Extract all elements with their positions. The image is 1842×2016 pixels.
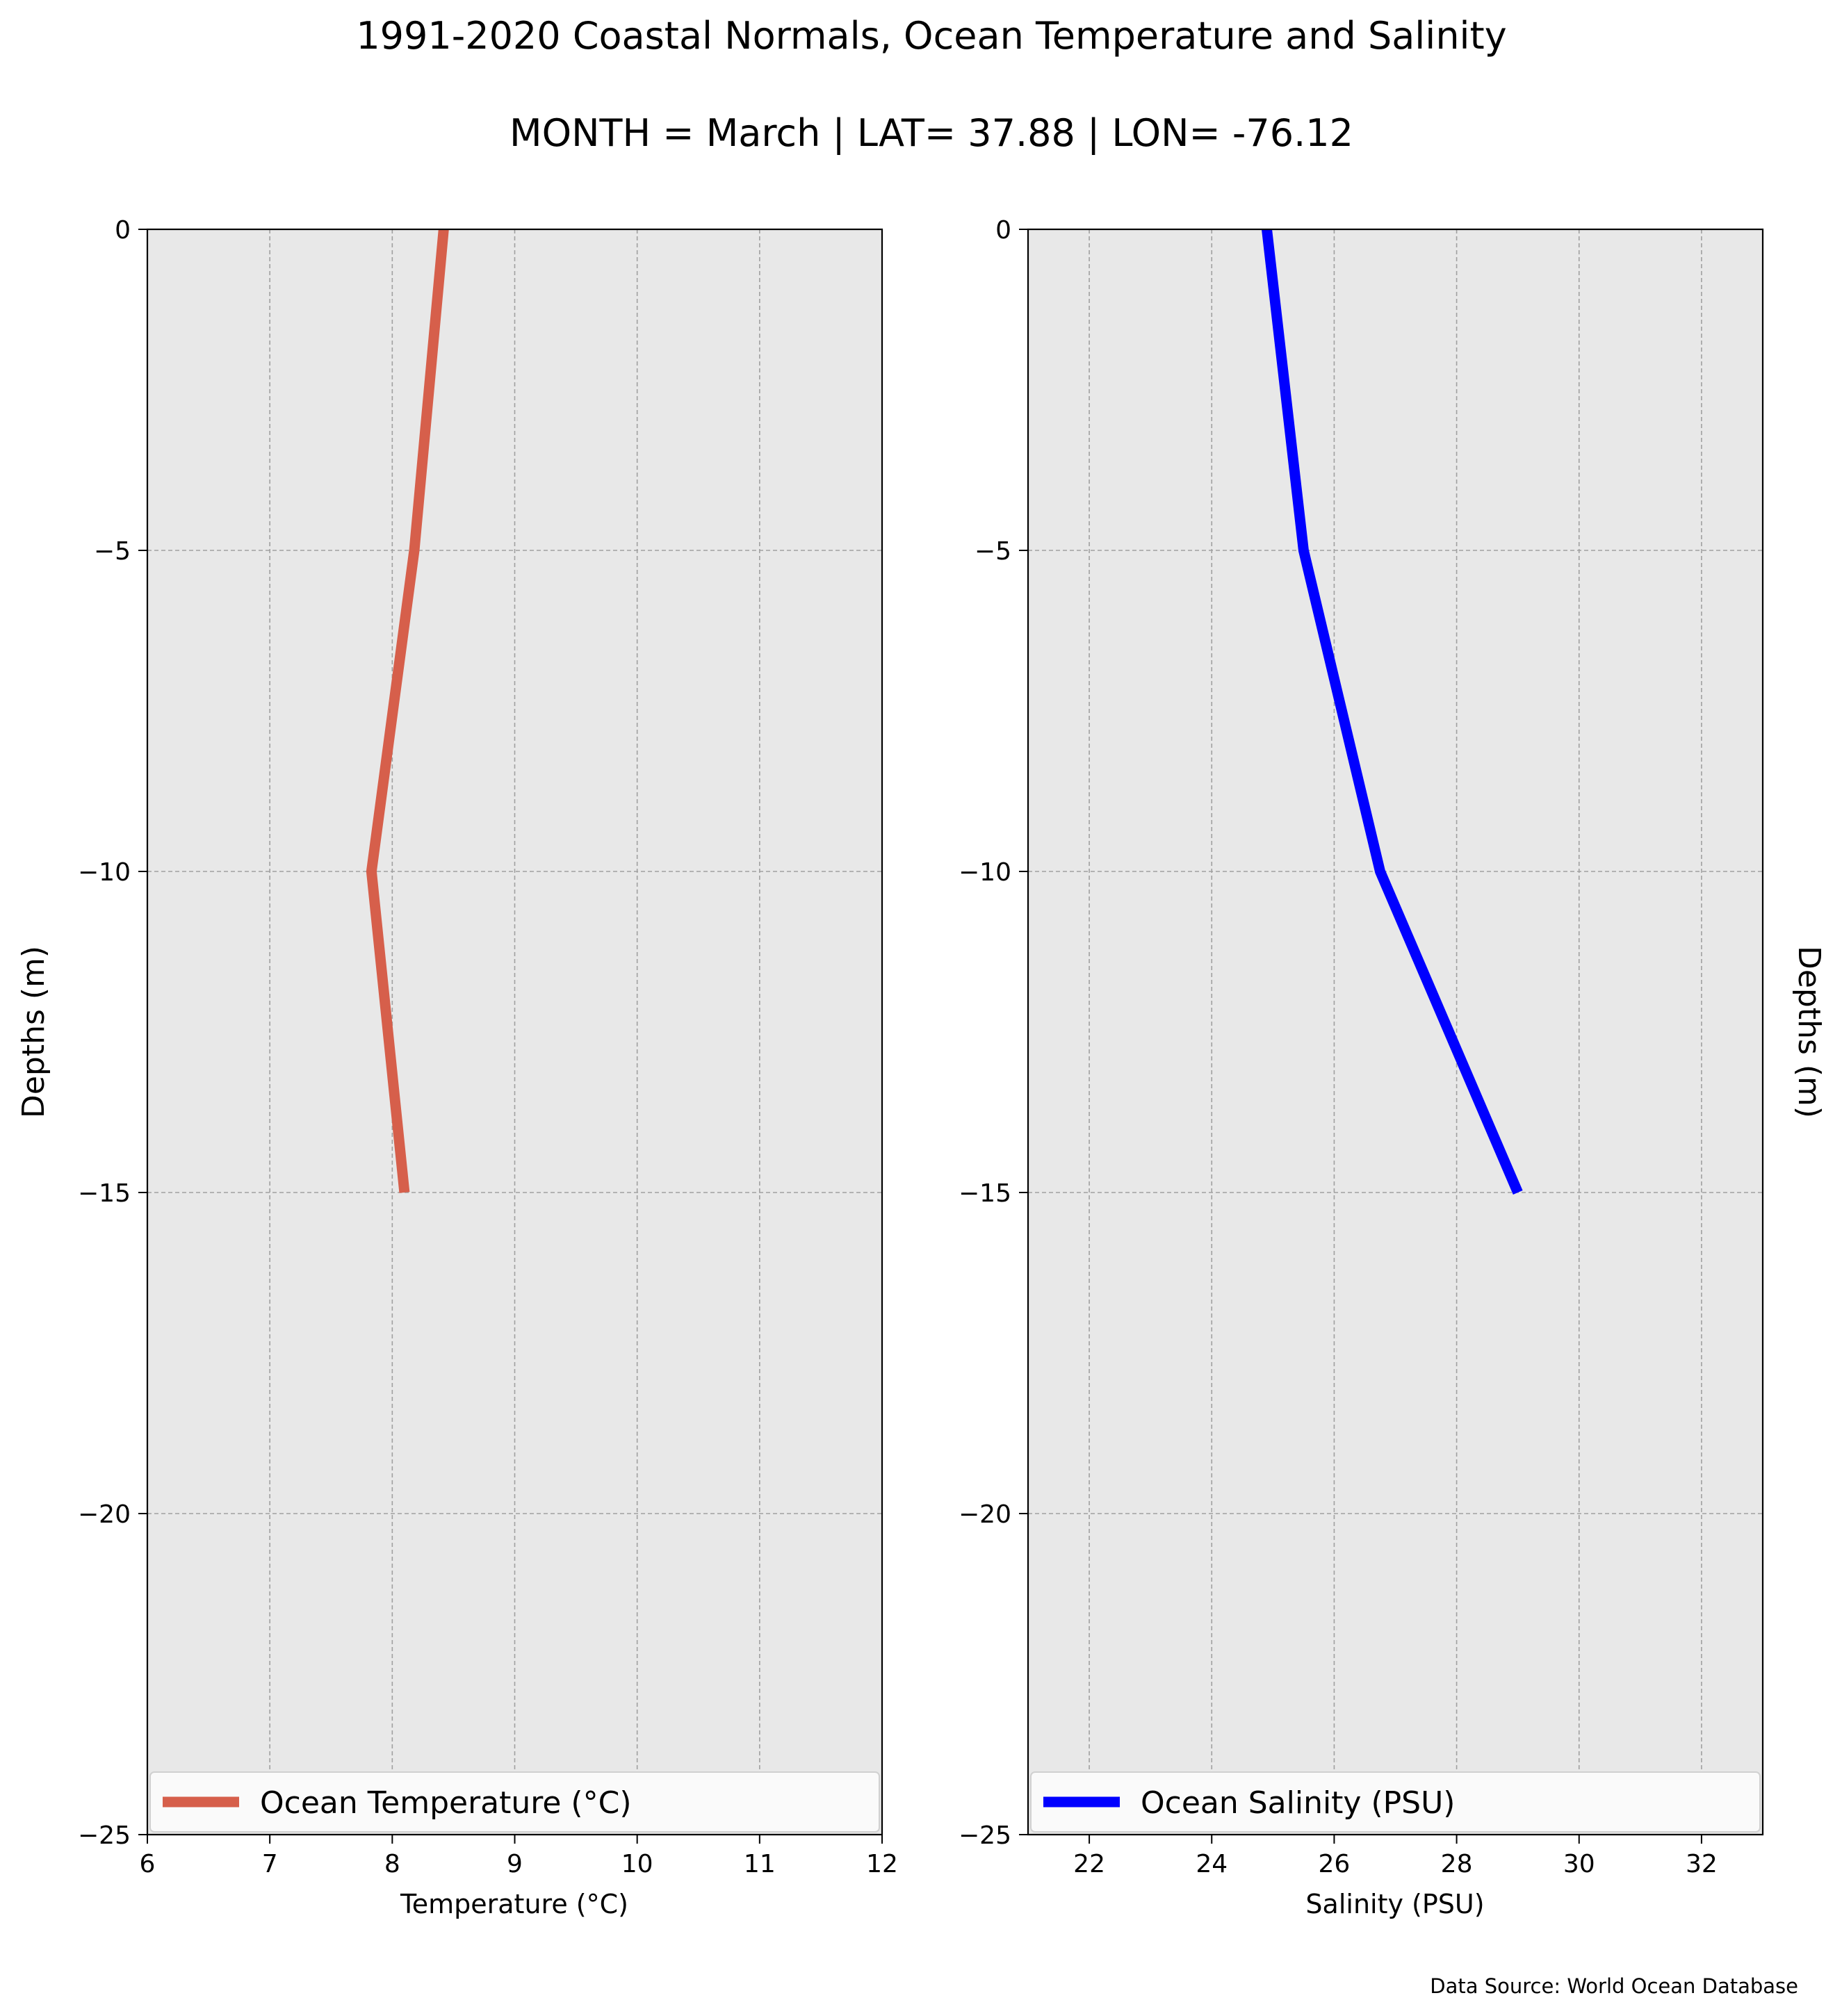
x-tick-label: 7 xyxy=(262,1850,278,1878)
legend: Ocean Salinity (PSU) xyxy=(1030,1771,1761,1833)
y-axis: 0 −5 −10 −15 −20 −25 xyxy=(78,216,147,1850)
series-layer xyxy=(366,229,449,1193)
x-tick-label: 12 xyxy=(866,1850,898,1878)
temperature-chart: Ocean Temperature (°C) 6 7 8 9 10 11 12 0 −5 −10… xyxy=(16,216,898,1919)
y-axis: 0 −5 −10 −15 −20 −25 xyxy=(959,216,1028,1850)
x-axis: 6 7 8 9 10 11 12 xyxy=(140,1835,898,1878)
x-tick-label: 22 xyxy=(1073,1850,1105,1878)
y-tick-label: −20 xyxy=(78,1500,131,1529)
y-tick-label: −15 xyxy=(959,1179,1011,1208)
plot-background xyxy=(1028,229,1763,1835)
data-source-note: Data Source: World Ocean Database xyxy=(1430,1974,1798,1998)
legend-entry-label: Ocean Salinity (PSU) xyxy=(1141,1785,1455,1821)
series-layer xyxy=(1262,229,1523,1195)
x-tick-label: 30 xyxy=(1563,1850,1595,1878)
y-axis-label: Depths (m) xyxy=(1791,946,1827,1118)
y-tick-label: −10 xyxy=(959,858,1011,887)
y-tick-label: −5 xyxy=(94,537,131,566)
x-axis-label: Temperature (°C) xyxy=(400,1889,628,1919)
legend-box xyxy=(149,1771,880,1833)
x-tick-label: 10 xyxy=(621,1850,653,1878)
x-axis-label: Salinity (PSU) xyxy=(1305,1889,1484,1919)
x-tick-label: 9 xyxy=(507,1850,523,1878)
figure-title: 1991-2020 Coastal Normals, Ocean Tempera… xyxy=(356,14,1506,58)
figure-subtitle: MONTH = March | LAT= 37.88 | LON= -76.12 xyxy=(510,111,1353,155)
y-tick-label: −10 xyxy=(78,858,131,887)
y-tick-label: 0 xyxy=(115,216,131,245)
x-tick-label: 32 xyxy=(1686,1850,1718,1878)
y-tick-label: −5 xyxy=(975,537,1011,566)
series-line-0 xyxy=(366,229,449,1193)
legend-entry-label: Ocean Temperature (°C) xyxy=(260,1785,632,1821)
salinity-chart: Ocean Salinity (PSU) 22 24 26 28 30 32 0 −5 −10… xyxy=(959,216,1827,1919)
y-tick-label: −25 xyxy=(78,1821,131,1850)
plot-frame xyxy=(1027,228,1764,1836)
y-tick-label: −25 xyxy=(959,1821,1011,1850)
x-tick-label: 8 xyxy=(384,1850,400,1878)
x-tick-label: 26 xyxy=(1319,1850,1351,1878)
y-tick-label: −15 xyxy=(78,1179,131,1208)
x-tick-label: 11 xyxy=(744,1850,776,1878)
x-tick-label: 28 xyxy=(1441,1850,1473,1878)
legend: Ocean Temperature (°C) xyxy=(149,1771,880,1833)
series-line-0 xyxy=(1262,229,1523,1195)
legend-box xyxy=(1030,1771,1761,1833)
x-tick-label: 24 xyxy=(1196,1850,1228,1878)
y-tick-label: −20 xyxy=(959,1500,1011,1529)
x-axis: 22 24 26 28 30 32 xyxy=(1073,1835,1718,1878)
x-tick-label: 6 xyxy=(140,1850,156,1878)
y-axis-label: Depths (m) xyxy=(16,946,51,1118)
y-tick-label: 0 xyxy=(995,216,1011,245)
